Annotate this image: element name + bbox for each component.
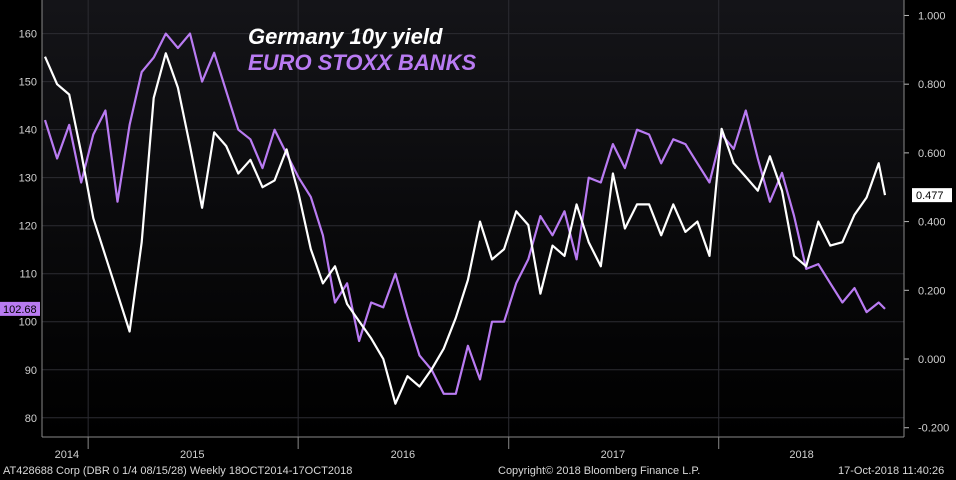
y-right-tick-label: 0.000 xyxy=(918,354,946,366)
series-lines xyxy=(43,32,887,405)
y-left-tick-label: 120 xyxy=(19,221,37,233)
x-tick-label: 2016 xyxy=(391,449,415,461)
y-right-tick-label: -0.200 xyxy=(918,423,949,435)
x-tick-label: 2014 xyxy=(55,449,79,461)
y-left-tick-label: 90 xyxy=(25,365,37,377)
title-line-2: EURO STOXX BANKS xyxy=(248,50,477,75)
footer-copyright: Copyright© 2018 Bloomberg Finance L.P. xyxy=(498,465,701,477)
y-right-tick-label: 0.400 xyxy=(918,217,946,229)
series-line-germany-10y-yield xyxy=(43,52,887,405)
title-line-1: Germany 10y yield xyxy=(248,24,443,49)
last-value-tags: 102.68 0.477 xyxy=(0,188,952,316)
y-right-tick-label: 1.000 xyxy=(918,10,946,22)
last-value-label-left: 102.68 xyxy=(3,304,37,316)
gridlines xyxy=(42,0,904,437)
chart-title: Germany 10y yield EURO STOXX BANKS xyxy=(248,24,477,75)
plot-area xyxy=(42,0,904,437)
chart: 80 90 100 110 120 130 140 150 160 1.000 0.800 0.600… xyxy=(0,0,952,461)
y-left-tick-label: 160 xyxy=(19,29,37,41)
footer-timestamp: 17-Oct-2018 11:40:26 xyxy=(838,465,945,477)
x-tick-label: 2018 xyxy=(789,449,813,461)
last-value-label-right: 0.477 xyxy=(916,190,944,202)
last-value-tag-left xyxy=(0,301,40,316)
x-tick-label: 2015 xyxy=(180,449,204,461)
series-line-euro-stoxx-banks xyxy=(43,32,886,395)
footer-security: AT428688 Corp (DBR 0 1/4 08/15/28) Weekl… xyxy=(3,465,353,477)
y-right-tick-label: 0.600 xyxy=(918,148,946,160)
y-left-tick-label: 100 xyxy=(19,317,37,329)
y-left-tick-label: 110 xyxy=(19,269,37,281)
y-left-tick-label: 130 xyxy=(19,173,37,185)
x-tick-label: 2017 xyxy=(601,449,625,461)
y-left-tick-label: 140 xyxy=(19,125,37,137)
axes: 80 90 100 110 120 130 140 150 160 1.000 0.800 0.600… xyxy=(19,0,949,461)
y-right-tick-label: 0.200 xyxy=(918,285,946,297)
y-left-tick-label: 80 xyxy=(25,413,37,425)
last-value-tag-right xyxy=(912,188,952,203)
footer: AT428688 Corp (DBR 0 1/4 08/15/28) Weekl… xyxy=(0,462,956,480)
y-left-tick-label: 150 xyxy=(19,77,37,89)
y-right-tick-label: 0.800 xyxy=(918,79,946,91)
